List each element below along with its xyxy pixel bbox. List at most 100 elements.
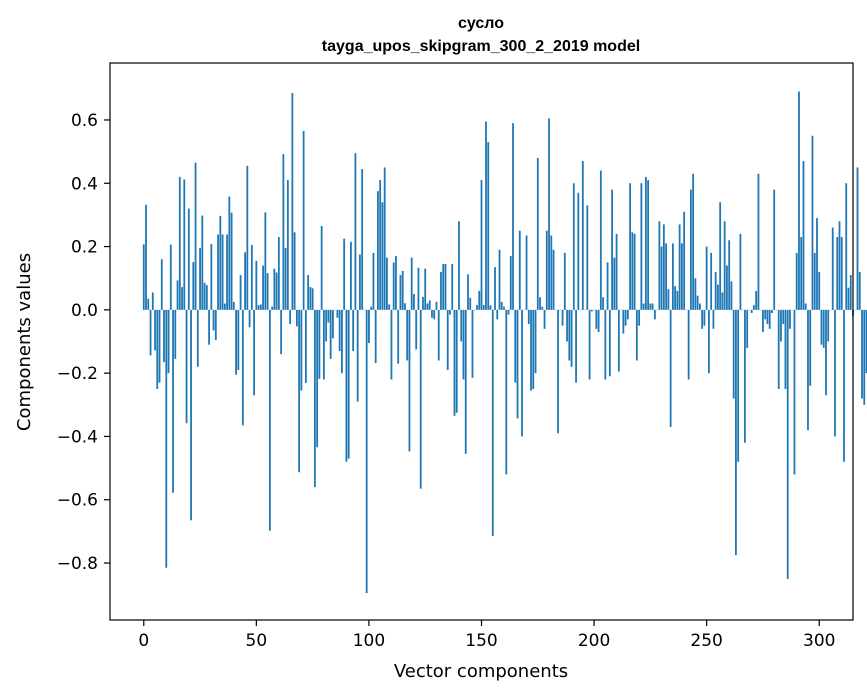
bar: [444, 263, 447, 310]
bar: [849, 275, 852, 310]
bar: [478, 290, 481, 310]
bar: [203, 282, 206, 310]
bar: [268, 309, 271, 531]
bar: [325, 309, 328, 342]
y-tick-label: −0.4: [57, 427, 98, 447]
bar: [674, 286, 677, 310]
bar: [861, 309, 863, 399]
bar: [651, 303, 654, 310]
bar: [847, 287, 850, 310]
x-tick-label: 100: [353, 631, 385, 651]
bar: [217, 234, 219, 310]
bar: [662, 224, 665, 310]
bar: [395, 256, 397, 310]
bar: [735, 309, 737, 556]
bar: [386, 257, 388, 310]
bar: [570, 309, 573, 367]
bar: [289, 309, 292, 325]
bar: [350, 241, 352, 310]
bar: [732, 309, 735, 399]
bar: [710, 252, 713, 310]
bar: [178, 176, 181, 310]
bar: [422, 296, 424, 310]
bar: [624, 309, 627, 326]
x-tick-label: 300: [803, 631, 835, 651]
bar: [795, 252, 798, 310]
bar: [356, 309, 359, 402]
x-axis-label: Vector components: [394, 661, 568, 682]
x-axis: 0 50 100 150 200 250 300: [138, 620, 835, 651]
bar: [480, 180, 483, 310]
bar: [460, 309, 463, 342]
bar: [262, 265, 264, 310]
bar: [275, 272, 278, 310]
bar: [345, 309, 348, 462]
bar: [451, 263, 454, 310]
bar: [176, 280, 179, 310]
bar: [433, 309, 436, 320]
bar: [807, 309, 809, 431]
bar: [786, 309, 789, 579]
bar: [255, 260, 258, 310]
bar: [235, 309, 237, 375]
bar: [491, 309, 494, 537]
bar: [773, 189, 776, 310]
chart-subtitle: tayga_upos_skipgram_300_2_2019 model: [322, 38, 640, 55]
bar: [374, 309, 377, 364]
bar: [415, 309, 418, 350]
bar: [271, 306, 274, 310]
bar: [518, 230, 521, 310]
bar: [699, 303, 701, 310]
bar: [498, 249, 501, 310]
bar: [154, 309, 156, 351]
bar: [800, 237, 803, 310]
bar: [566, 309, 568, 342]
bar: [658, 221, 661, 310]
bar: [228, 196, 231, 310]
bar: [343, 238, 346, 310]
bar: [377, 191, 379, 310]
bar: [196, 309, 199, 367]
bar: [845, 183, 848, 310]
bar: [543, 309, 546, 329]
bar: [798, 91, 800, 310]
bar: [539, 297, 541, 310]
bar: [568, 309, 571, 361]
bar: [352, 309, 355, 351]
bar: [316, 309, 319, 448]
bar: [392, 262, 395, 310]
bar: [210, 244, 213, 310]
bar: [613, 257, 616, 310]
bar: [717, 284, 719, 310]
bar: [167, 309, 170, 374]
bar: [264, 212, 267, 310]
bar: [865, 309, 867, 374]
chart-title: сусло: [458, 15, 504, 32]
bar: [383, 167, 386, 310]
bar: [586, 205, 589, 310]
bar: [237, 309, 240, 370]
bar: [160, 259, 163, 310]
y-tick-label: 0.0: [71, 301, 98, 321]
bar: [266, 273, 269, 310]
bar: [757, 173, 760, 310]
bar: [705, 246, 708, 310]
bar: [721, 292, 724, 310]
bar: [246, 165, 249, 310]
bar: [820, 309, 823, 345]
bar: [404, 303, 406, 310]
bar: [836, 237, 839, 310]
bar: [291, 93, 294, 310]
bar: [516, 309, 519, 419]
bar: [649, 303, 652, 310]
bar: [201, 215, 204, 310]
bar: [825, 309, 827, 396]
bar: [653, 309, 656, 320]
bar: [489, 305, 492, 310]
bar: [622, 309, 625, 334]
bar: [644, 176, 647, 310]
bar: [631, 232, 634, 310]
bar: [816, 218, 818, 310]
bar: [311, 288, 314, 310]
bar: [388, 304, 391, 310]
